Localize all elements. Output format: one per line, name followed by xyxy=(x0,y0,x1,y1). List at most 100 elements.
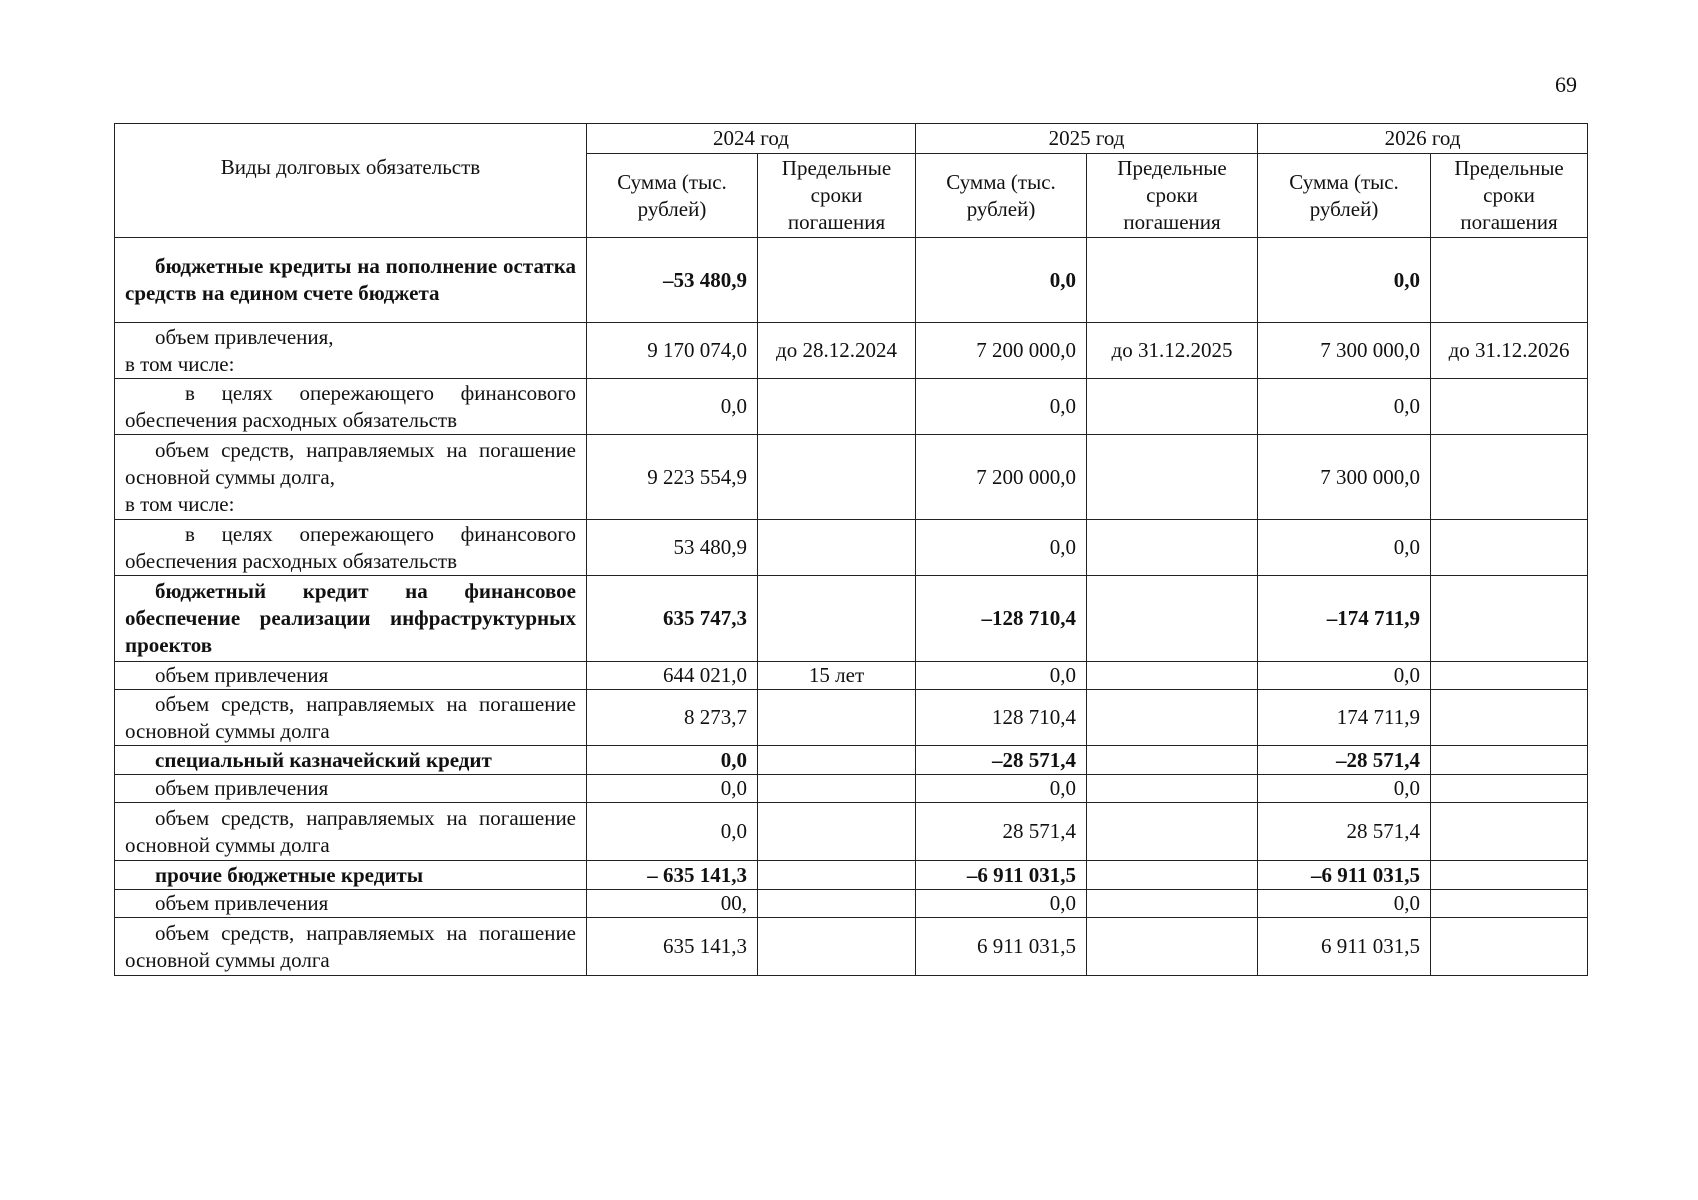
term-cell xyxy=(1430,237,1589,323)
term-cell xyxy=(1086,689,1259,746)
sum-cell: 0,0 xyxy=(915,661,1088,690)
term-cell xyxy=(1086,434,1259,520)
row-label: бюджетный кредит на финансовое обеспечен… xyxy=(114,575,587,662)
term-cell xyxy=(1086,889,1259,918)
term-cell xyxy=(756,378,917,435)
term-cell xyxy=(1086,661,1259,690)
table-row: специальный казначейский кредит 0,0 –28 57… xyxy=(114,745,1589,775)
header-term: Предельные сроки погашения xyxy=(1086,153,1259,238)
sum-cell: –6 911 031,5 xyxy=(1257,860,1432,890)
row-label: объем средств, направляемых на погашение… xyxy=(114,689,587,746)
table-row: объем средств, направляемых на погашение… xyxy=(114,434,1589,520)
header-sum: Сумма (тыс. рублей) xyxy=(586,153,758,238)
table-row: прочие бюджетные кредиты – 635 141,3 –6 91… xyxy=(114,860,1589,890)
sum-cell: 128 710,4 xyxy=(915,689,1088,746)
table-row: объем привлечения 0,0 0,0 0,0 xyxy=(114,774,1589,803)
sum-cell: 7 300 000,0 xyxy=(1257,322,1432,379)
term-cell xyxy=(756,774,917,803)
term-cell xyxy=(756,237,917,323)
term-cell xyxy=(1430,434,1589,520)
table-row: бюджетный кредит на финансовое обеспечен… xyxy=(114,575,1589,662)
sum-cell: 6 911 031,5 xyxy=(915,917,1088,976)
header-row-subcolumns: Сумма (тыс. рублей) Предельные сроки пог… xyxy=(115,153,1589,238)
sum-cell: 53 480,9 xyxy=(586,519,758,576)
header-term: Предельные сроки погашения xyxy=(1430,153,1589,238)
table-row: объем привлечения, в том числе: 9 170 074,… xyxy=(114,322,1589,379)
term-cell xyxy=(1430,378,1589,435)
table-row: объем привлечения 644 021,0 15 лет 0,0 0,0 xyxy=(114,661,1589,690)
term-cell xyxy=(1430,575,1589,662)
header-debt-type: Виды долговых обязательств xyxy=(114,123,587,238)
sum-cell: 635 747,3 xyxy=(586,575,758,662)
row-label: объем привлечения, в том числе: xyxy=(114,322,587,379)
sum-cell: 9 223 554,9 xyxy=(586,434,758,520)
sum-cell: 0,0 xyxy=(915,519,1088,576)
sum-cell: 0,0 xyxy=(1257,889,1432,918)
term-cell: до 31.12.2026 xyxy=(1430,322,1589,379)
sum-cell: 0,0 xyxy=(1257,661,1432,690)
debt-obligations-table: Виды долговых обязательств 2024 год 2025… xyxy=(114,123,1589,976)
table-row: объем средств, направляемых на погашение… xyxy=(114,917,1589,976)
sum-cell: 0,0 xyxy=(586,745,758,775)
term-cell xyxy=(1086,745,1259,775)
sum-cell: 6 911 031,5 xyxy=(1257,917,1432,976)
term-cell xyxy=(1430,860,1589,890)
sum-cell: –28 571,4 xyxy=(915,745,1088,775)
table-row: в целях опережающего финансового обеспеч… xyxy=(114,519,1589,576)
page-number: 69 xyxy=(1555,72,1577,97)
sum-cell: 9 170 074,0 xyxy=(586,322,758,379)
row-label: объем средств, направляемых на погашение… xyxy=(114,802,587,861)
header-year-2026: 2026 год xyxy=(1257,123,1589,154)
term-cell xyxy=(756,434,917,520)
term-cell xyxy=(756,889,917,918)
term-cell xyxy=(1430,519,1589,576)
term-cell xyxy=(1430,917,1589,976)
term-cell xyxy=(1430,689,1589,746)
term-cell xyxy=(756,802,917,861)
term-cell xyxy=(1086,802,1259,861)
term-cell xyxy=(756,519,917,576)
sum-cell: –53 480,9 xyxy=(586,237,758,323)
row-label: объем привлечения xyxy=(114,889,587,918)
sum-cell: 635 141,3 xyxy=(586,917,758,976)
sum-cell: –128 710,4 xyxy=(915,575,1088,662)
term-cell xyxy=(1086,575,1259,662)
term-cell xyxy=(756,745,917,775)
sum-cell: 7 200 000,0 xyxy=(915,434,1088,520)
sum-cell: 8 273,7 xyxy=(586,689,758,746)
term-cell xyxy=(756,860,917,890)
row-label: прочие бюджетные кредиты xyxy=(114,860,587,890)
sum-cell: 0,0 xyxy=(1257,378,1432,435)
sum-cell: 0,0 xyxy=(586,774,758,803)
header-term: Предельные сроки погашения xyxy=(756,153,917,238)
row-label: объем привлечения xyxy=(114,661,587,690)
sum-cell: 0,0 xyxy=(915,774,1088,803)
term-cell xyxy=(1430,774,1589,803)
header-year-2025: 2025 год xyxy=(915,123,1259,154)
sum-cell: 0,0 xyxy=(1257,237,1432,323)
table-row: объем средств, направляемых на погашение… xyxy=(114,802,1589,861)
row-label: специальный казначейский кредит xyxy=(114,745,587,775)
sum-cell: 0,0 xyxy=(586,802,758,861)
sum-cell: 0,0 xyxy=(915,378,1088,435)
row-label: в целях опережающего финансового обеспеч… xyxy=(114,519,587,576)
header-sum: Сумма (тыс. рублей) xyxy=(915,153,1088,238)
sum-cell: 0,0 xyxy=(1257,774,1432,803)
table-row: объем средств, направляемых на погашение… xyxy=(114,689,1589,746)
sum-cell: 644 021,0 xyxy=(586,661,758,690)
table-row: бюджетные кредиты на пополнение остатка … xyxy=(114,237,1589,323)
term-cell xyxy=(1086,378,1259,435)
sum-cell: –174 711,9 xyxy=(1257,575,1432,662)
sum-cell: –28 571,4 xyxy=(1257,745,1432,775)
term-cell xyxy=(1430,661,1589,690)
row-label: объем средств, направляемых на погашение… xyxy=(114,917,587,976)
sum-cell: 0,0 xyxy=(586,378,758,435)
term-cell xyxy=(756,689,917,746)
term-cell xyxy=(1086,860,1259,890)
term-cell: 15 лет xyxy=(756,661,917,690)
term-cell xyxy=(1086,237,1259,323)
term-cell xyxy=(1430,802,1589,861)
term-cell xyxy=(1086,519,1259,576)
term-cell xyxy=(1086,917,1259,976)
sum-cell: 0,0 xyxy=(915,889,1088,918)
